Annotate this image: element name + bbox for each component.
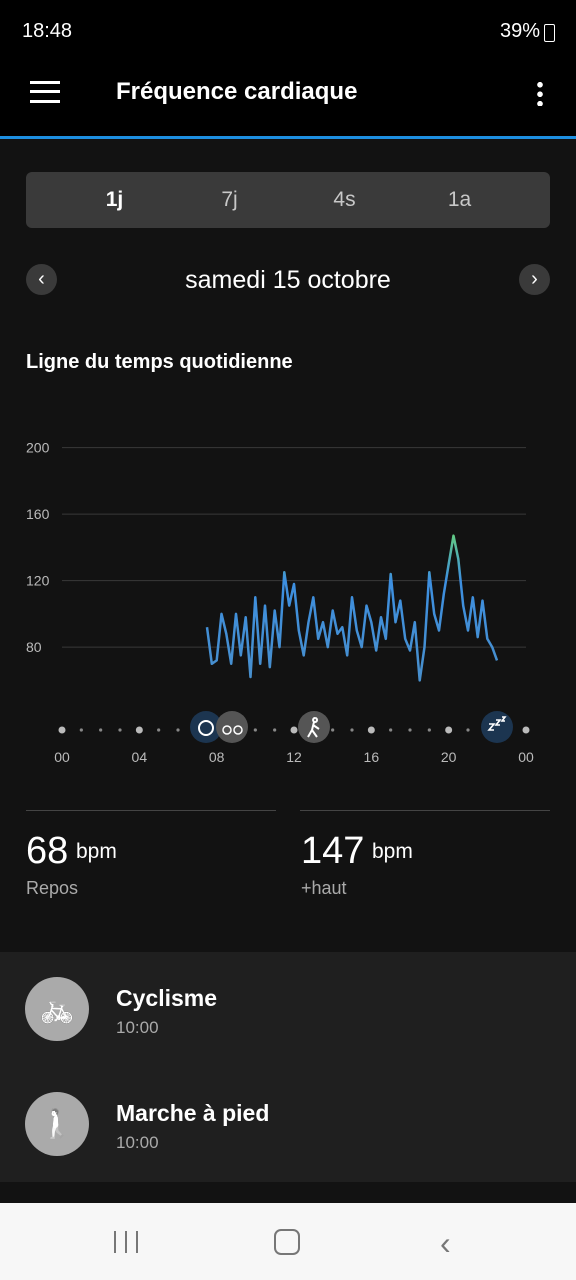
stat-value: 68: [26, 830, 69, 872]
date-label: samedi 15 octobre: [185, 266, 391, 294]
stat-unit: bpm: [76, 840, 117, 863]
timeline-dot: [389, 728, 393, 732]
x-tick-label: 20: [441, 749, 457, 765]
tab[interactable]: 4s: [333, 188, 356, 211]
bike-glyph: [222, 725, 232, 735]
nav-home[interactable]: [274, 1229, 300, 1255]
more-button[interactable]: [537, 80, 543, 106]
timeline-dot: [253, 728, 257, 732]
sleep-glyph: [487, 716, 507, 731]
timeline-dot: [118, 728, 122, 732]
x-tick: [522, 726, 530, 734]
page-title: Fréquence cardiaque: [116, 78, 358, 105]
activity-time: 10:00: [116, 1018, 159, 1037]
nav-back[interactable]: ‹: [440, 1225, 451, 1261]
divider: [300, 810, 550, 811]
tab[interactable]: 1j: [105, 188, 124, 211]
timeline-dot: [273, 728, 277, 732]
tab[interactable]: 1a: [447, 188, 472, 211]
menu-button[interactable]: [30, 81, 60, 103]
y-tick-label: 120: [26, 573, 50, 589]
nav-recent[interactable]: [114, 1231, 138, 1253]
heart-rate-line: [205, 534, 499, 682]
x-tick-label: 00: [518, 749, 534, 765]
event-icon: [216, 711, 248, 743]
stat-unit: bpm: [372, 840, 413, 863]
x-tick-label: 00: [54, 749, 70, 765]
chart: 80 120 160 200 00 04 08 12 16 20 00: [26, 440, 534, 765]
header-accent: [0, 136, 576, 139]
bike-glyph: [233, 725, 243, 735]
next-day[interactable]: ›: [519, 264, 550, 295]
timeline-dot: [427, 728, 431, 732]
x-tick-label: 12: [286, 749, 302, 765]
timeline-dot: [79, 728, 83, 732]
tab[interactable]: 7j: [221, 188, 238, 211]
x-tick: [58, 726, 66, 734]
y-tick-label: 200: [26, 440, 50, 456]
x-tick: [135, 726, 143, 734]
event-icon: [298, 711, 330, 743]
stat-label: Repos: [26, 878, 79, 898]
prev-day[interactable]: ‹: [26, 264, 57, 295]
activity-name[interactable]: Marche à pied: [116, 1100, 270, 1126]
y-tick-label: 160: [26, 506, 50, 522]
stat-label: +haut: [301, 878, 347, 898]
walk-glyph: [307, 717, 320, 738]
x-tick-label: 04: [132, 749, 148, 765]
timeline-dot: [157, 728, 161, 732]
activity-time: 10:00: [116, 1133, 159, 1152]
x-tick: [445, 726, 453, 734]
status-time: 18:48: [22, 20, 73, 42]
nav-bar: ‹: [0, 1203, 576, 1280]
activity-name[interactable]: Cyclisme: [116, 985, 218, 1011]
activity-icon: 🚲: [25, 977, 89, 1041]
activity-list: [0, 952, 576, 1182]
x-tick: [367, 726, 375, 734]
timeline-dot: [466, 728, 470, 732]
tab-bar: [26, 172, 550, 228]
stat-value: 147: [301, 830, 365, 872]
status-battery: 39%: [500, 20, 541, 42]
activity-icon: 🚶: [25, 1092, 89, 1156]
battery-icon: [544, 24, 555, 42]
timeline-dot: [408, 728, 412, 732]
event-icon: [481, 711, 513, 743]
timeline-dot: [331, 728, 335, 732]
event-icon: [190, 711, 222, 743]
timeline-dot: [99, 728, 103, 732]
header-bar: [0, 0, 576, 136]
timeline-dot: [176, 728, 180, 732]
y-tick-label: 80: [26, 639, 42, 655]
x-tick-label: 16: [364, 749, 380, 765]
timeline-dot: [350, 728, 354, 732]
divider: [26, 810, 276, 811]
alarm-glyph: [198, 720, 214, 736]
x-tick: [290, 726, 298, 734]
section-title: Ligne du temps quotidienne: [26, 351, 293, 373]
x-tick-label: 08: [209, 749, 225, 765]
